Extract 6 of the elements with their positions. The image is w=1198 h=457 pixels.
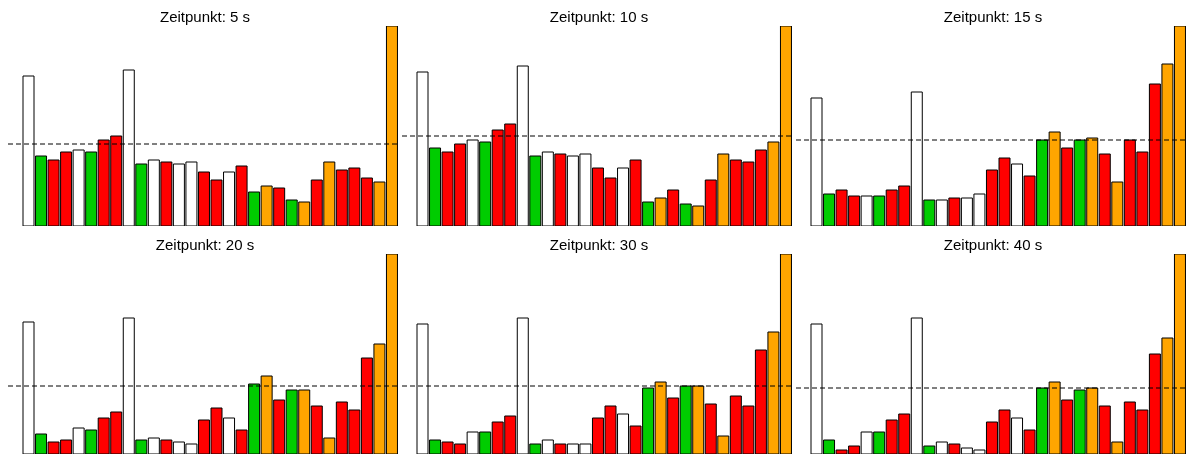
chart-title: Zeitpunkt: 10 s xyxy=(548,8,650,26)
chart-title: Zeitpunkt: 30 s xyxy=(548,236,650,254)
chart-title: Zeitpunkt: 5 s xyxy=(158,8,251,26)
chart-title: Zeitpunkt: 20 s xyxy=(154,236,256,254)
chart-title: Zeitpunkt: 40 s xyxy=(942,236,1044,254)
chart-title: Zeitpunkt: 15 s xyxy=(942,8,1044,26)
